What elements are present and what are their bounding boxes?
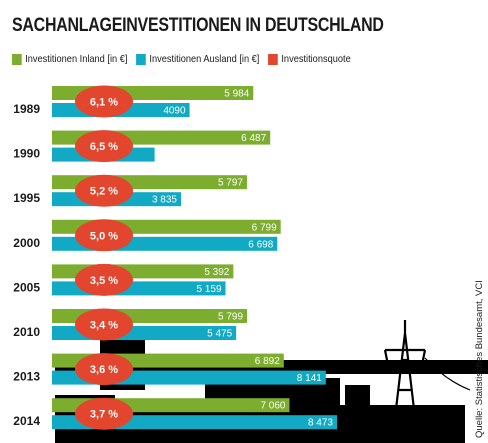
year-label: 2010 <box>13 325 40 339</box>
pylon-icon <box>383 320 427 443</box>
quote-marker <box>75 85 133 118</box>
legend-label-inland: Investitionen Inland [in €] <box>25 53 128 65</box>
year-label: 2014 <box>13 414 40 428</box>
silhouette-block <box>345 385 370 410</box>
legend-item-quote: Investitionsquote <box>268 53 351 65</box>
year-label: 1989 <box>13 102 40 116</box>
silhouette-block <box>215 360 218 380</box>
quote-marker <box>75 263 133 296</box>
quote-label: 5,2 % <box>90 186 118 198</box>
legend-swatch-ausland <box>136 53 146 65</box>
year-label: 1995 <box>13 191 40 205</box>
quote-marker <box>75 130 133 163</box>
quote-label: 3,4 % <box>90 320 118 332</box>
bar-label-inland: 5 799 <box>218 312 243 323</box>
year-label: 2000 <box>13 236 40 250</box>
quote-label: 6,5 % <box>90 141 118 153</box>
legend-label-ausland: Investitionen Ausland [in €] <box>149 53 260 65</box>
bar-label-inland: 5 797 <box>218 178 243 189</box>
bar-label-inland: 5 392 <box>204 267 229 278</box>
legend-label-quote: Investitionsquote <box>281 53 351 65</box>
legend-swatch-inland <box>12 53 22 65</box>
quote-marker <box>75 219 133 252</box>
bar-label-inland: 6 487 <box>241 133 266 144</box>
bar-label-ausland: 3 835 <box>152 195 177 206</box>
legend-item-inland: Investitionen Inland [in €] <box>12 53 127 65</box>
quote-marker <box>75 308 133 341</box>
power-line <box>424 357 471 391</box>
quote-label: 5,0 % <box>90 230 118 242</box>
bar-label-inland: 5 984 <box>224 89 249 100</box>
chart-title: SACHANLAGEINVESTITIONEN IN DEUTSCHLAND <box>12 15 384 36</box>
legend: Investitionen Inland [in €] Investitione… <box>12 53 360 65</box>
legend-swatch-quote <box>268 53 278 65</box>
quote-label: 3,6 % <box>90 364 118 376</box>
quote-label: 6,1 % <box>90 97 118 109</box>
bar-label-ausland: 5 475 <box>207 329 232 340</box>
year-label: 2005 <box>13 280 40 294</box>
bar-group: 1989 5 984 4090 6,1 % 1990 6 487 6,5 % 1995 5 79… <box>13 85 337 430</box>
bar-label-inland: 7 060 <box>260 401 285 412</box>
bar-label-ausland: 8 473 <box>308 418 333 429</box>
legend-item-ausland: Investitionen Ausland [in €] <box>136 53 259 65</box>
year-label: 1990 <box>13 147 40 161</box>
source-note: Quelle: Statistisches Bundesamt, VCI <box>474 280 485 438</box>
quote-label: 3,5 % <box>90 275 118 287</box>
bar-label-inland: 6 799 <box>252 222 277 233</box>
bar-label-ausland: 6 698 <box>248 239 273 250</box>
quote-label: 3,7 % <box>90 409 118 421</box>
bar-label-ausland: 4090 <box>163 106 186 117</box>
silhouette-block <box>122 330 128 355</box>
quote-marker <box>75 353 133 386</box>
bar-label-ausland: 8 141 <box>297 373 322 384</box>
bar-label-inland: 6 892 <box>255 356 280 367</box>
quote-marker <box>75 174 133 207</box>
quote-marker <box>75 397 133 430</box>
bar-label-ausland: 5 159 <box>196 284 221 295</box>
year-label: 2013 <box>13 370 40 384</box>
